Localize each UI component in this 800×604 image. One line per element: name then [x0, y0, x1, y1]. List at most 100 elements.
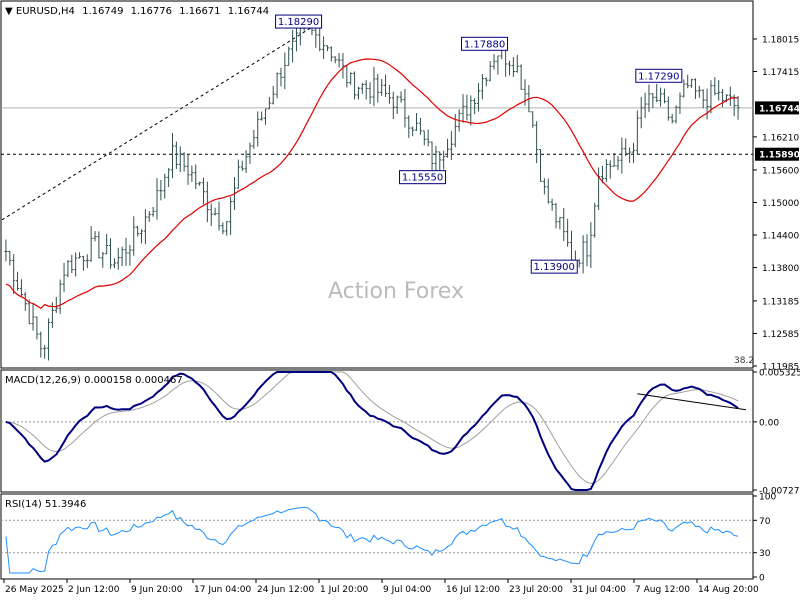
candle [422, 130, 426, 146]
candle [70, 254, 74, 273]
candle [128, 244, 132, 266]
candle [600, 165, 605, 184]
candle [585, 234, 589, 267]
price-tick-label: 1.13185 [762, 297, 799, 307]
candle [159, 179, 163, 201]
candle [248, 142, 252, 164]
candle [414, 113, 419, 131]
candle [244, 150, 248, 173]
candle [589, 222, 593, 268]
macd-signal-line [5, 371, 739, 485]
symbol-name: EURUSD,H4 [16, 6, 75, 17]
candle [558, 217, 562, 230]
rsi-layer [1, 506, 753, 574]
candle [178, 146, 182, 173]
ohlc-close: 1.16744 [228, 6, 269, 17]
candle [411, 126, 415, 137]
candle [275, 72, 279, 99]
candle [314, 26, 318, 48]
candle [46, 318, 51, 361]
price-tick-label: 1.12585 [762, 330, 799, 340]
candle [360, 82, 364, 94]
price-tick-label: 1.14400 [762, 232, 799, 242]
fib-note: 38.2 [734, 356, 754, 366]
candle [426, 129, 430, 147]
rsi-header: RSI(14) 51.3946 [5, 499, 86, 510]
swing-label-box [399, 170, 447, 185]
candle [473, 98, 477, 115]
candle [686, 74, 690, 89]
macd-tick-label: 0.005325 [759, 369, 800, 379]
candle [252, 129, 256, 149]
candle [349, 72, 353, 85]
candle [461, 94, 465, 123]
time-tick-label: 9 Jun 20:00 [131, 585, 183, 595]
price-tick-label: 1.15600 [762, 166, 799, 176]
price-labels: 1.18290 1.17880 1.17290 1.15550 1.13900 [275, 14, 683, 274]
candle [577, 258, 581, 268]
swing-label-box [275, 14, 323, 29]
candle [399, 91, 403, 103]
candle [287, 46, 291, 66]
rsi-tick-label: 100 [759, 493, 776, 503]
swing-label: 1.13900 [530, 259, 578, 274]
candle [186, 155, 190, 185]
candle [604, 159, 608, 182]
candle [670, 114, 674, 124]
rsi-tick-label: 0 [759, 574, 765, 584]
candle [267, 96, 271, 110]
candle [488, 61, 492, 82]
candle [136, 225, 140, 237]
candle [132, 216, 136, 256]
candle [713, 77, 717, 96]
candle [612, 153, 616, 167]
candle [631, 142, 636, 164]
swing-label-text: 1.18290 [278, 17, 319, 28]
candle [566, 218, 570, 247]
candle [655, 83, 659, 103]
candle [697, 85, 701, 98]
macd-line [5, 371, 739, 491]
candle [151, 206, 155, 217]
candle [430, 141, 434, 171]
candle [492, 54, 496, 70]
candle [701, 89, 705, 109]
candle [221, 222, 225, 235]
candle [721, 89, 725, 108]
candle [105, 233, 109, 255]
candle [291, 29, 295, 63]
candle [27, 299, 31, 325]
candle [445, 138, 450, 158]
candle [651, 93, 655, 109]
swing-label-box [461, 36, 509, 51]
candle [550, 198, 554, 211]
candles [4, 15, 740, 361]
ma-line [5, 58, 739, 310]
candle [31, 304, 35, 331]
candle [624, 138, 628, 157]
candle [384, 74, 388, 97]
candle [407, 115, 411, 138]
candle [368, 82, 372, 105]
watermark: Action Forex [328, 279, 464, 304]
candle [666, 96, 670, 121]
candle [709, 80, 713, 114]
candle [535, 121, 539, 164]
candle [209, 203, 213, 226]
price-marker-box [755, 147, 799, 161]
rsi-line [5, 506, 739, 574]
candle [356, 86, 360, 100]
candle [271, 85, 275, 105]
candle [693, 78, 698, 99]
time-tick-label: 31 Jul 04:00 [572, 585, 626, 595]
candle [74, 252, 78, 277]
candle [674, 105, 678, 124]
candle [337, 53, 341, 68]
candle [546, 178, 550, 204]
candle [147, 210, 151, 222]
ohlc-open: 1.16749 [82, 6, 123, 17]
candle [163, 173, 167, 199]
candle [12, 254, 16, 295]
candle [54, 296, 58, 313]
candle [515, 54, 519, 73]
